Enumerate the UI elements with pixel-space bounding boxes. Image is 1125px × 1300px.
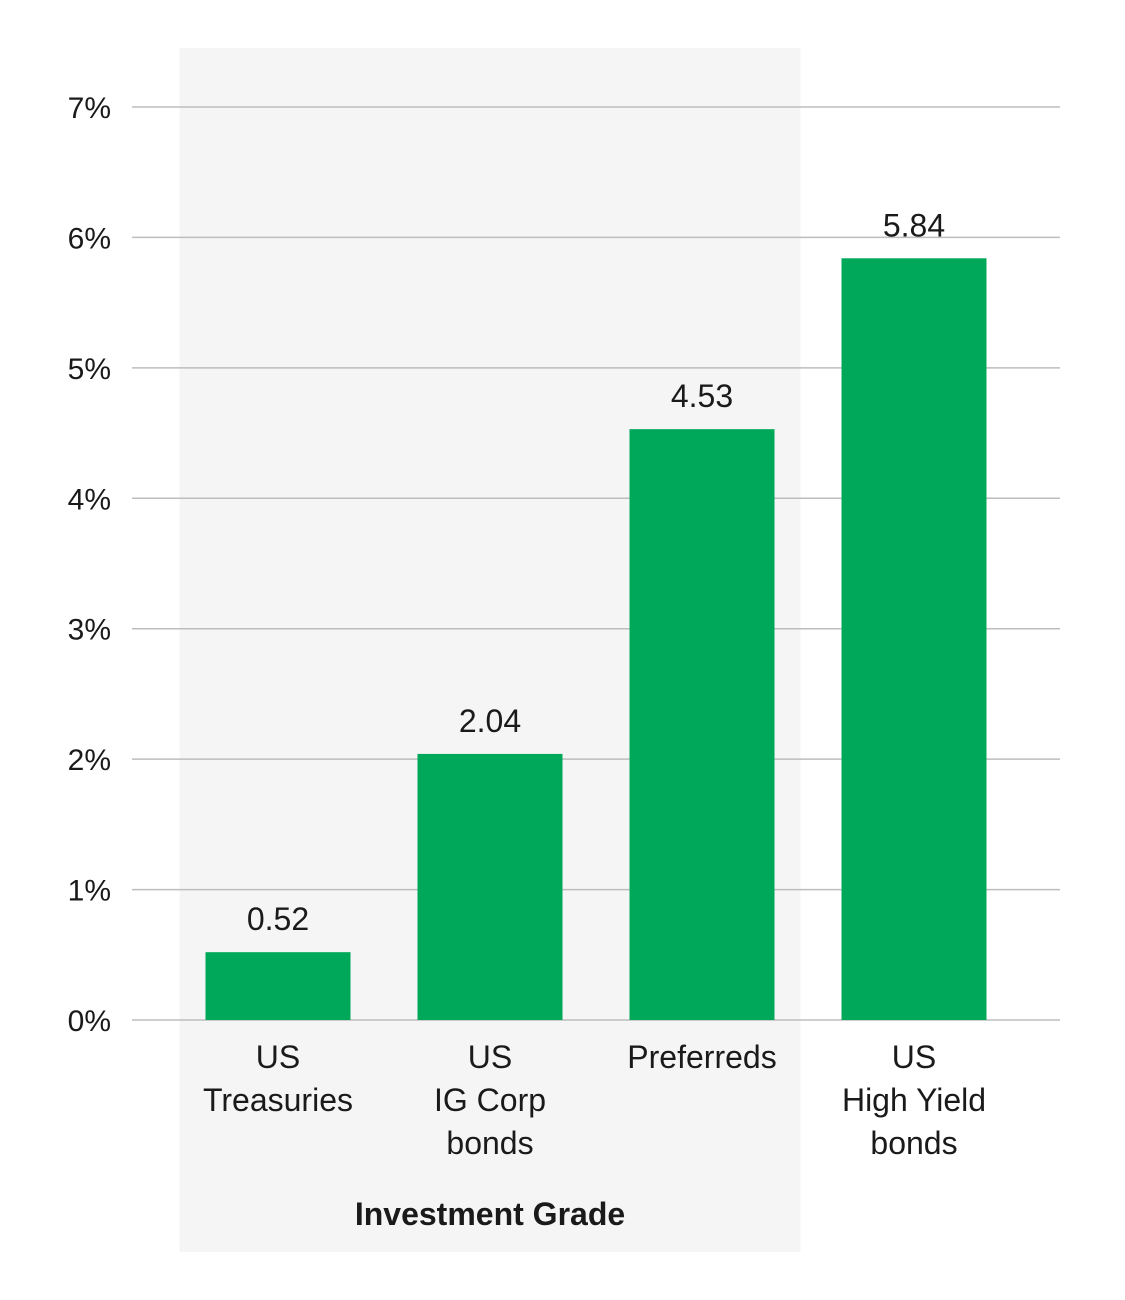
labels: 0% 1% 2% 3% 4% 5% 6% 7% 0.52 2.04 4.53 5.84 US Treasu… xyxy=(68,92,986,1232)
bar xyxy=(417,753,563,1020)
category-label: Preferreds xyxy=(627,1039,776,1075)
y-tick-label: 5% xyxy=(68,353,111,386)
bar xyxy=(205,952,351,1020)
bar-value-label: 5.84 xyxy=(883,207,945,243)
bars xyxy=(205,258,987,1021)
bar xyxy=(841,258,987,1021)
category-label-line: US xyxy=(256,1039,300,1075)
bar-value-label: 4.53 xyxy=(671,378,733,414)
category-label-line: US xyxy=(468,1039,512,1075)
category-label: US High Yield bonds xyxy=(842,1039,986,1161)
investment-grade-label: Investment Grade xyxy=(355,1196,625,1232)
category-label-line: Treasuries xyxy=(203,1082,353,1118)
bar-value-label: 2.04 xyxy=(459,703,521,739)
bar-value-label: 0.52 xyxy=(247,901,309,937)
category-label-line: US xyxy=(892,1039,936,1075)
y-tick-label: 7% xyxy=(68,92,111,125)
category-label-line: bonds xyxy=(446,1125,533,1161)
y-tick-label: 2% xyxy=(68,744,111,777)
y-tick-label: 4% xyxy=(68,483,111,516)
category-label-line: bonds xyxy=(870,1125,957,1161)
category-label: US Treasuries xyxy=(203,1039,353,1118)
category-label-line: Preferreds xyxy=(627,1039,776,1075)
y-tick-label: 1% xyxy=(68,875,111,908)
category-label-line: IG Corp xyxy=(434,1082,546,1118)
y-tick-label: 6% xyxy=(68,222,111,255)
category-label-line: High Yield xyxy=(842,1082,986,1118)
bar xyxy=(629,429,775,1020)
y-tick-label: 0% xyxy=(68,1005,111,1038)
category-label: US IG Corp bonds xyxy=(434,1039,546,1161)
y-tick-label: 3% xyxy=(68,614,111,647)
